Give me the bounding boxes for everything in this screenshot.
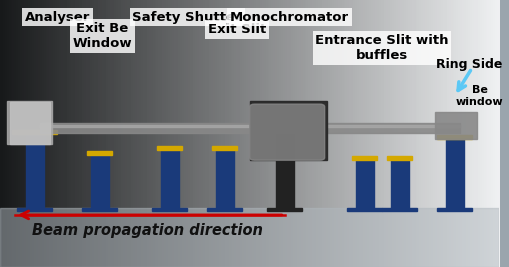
Bar (250, 101, 327, 160)
Bar (91, 155, 109, 208)
Bar (152, 208, 187, 211)
Bar (356, 160, 374, 208)
Bar (8, 101, 52, 144)
Text: Exit Slit: Exit Slit (208, 23, 266, 36)
Bar (161, 150, 179, 208)
Bar (347, 208, 382, 211)
Bar (13, 130, 58, 134)
Text: Safety Shutter: Safety Shutter (132, 11, 242, 24)
Bar (212, 146, 237, 150)
Bar (40, 125, 460, 127)
Text: Beam propagation direction: Beam propagation direction (32, 223, 263, 238)
Bar (40, 123, 460, 133)
Bar (445, 139, 464, 208)
Text: Be
window: Be window (456, 85, 503, 107)
Bar (88, 151, 112, 155)
FancyBboxPatch shape (250, 104, 325, 160)
Bar (352, 156, 377, 160)
Text: Exit Be
Window: Exit Be Window (73, 22, 132, 50)
Bar (10, 102, 50, 144)
Bar (276, 128, 294, 208)
Bar (437, 208, 472, 211)
Polygon shape (0, 208, 499, 267)
Bar (435, 112, 477, 139)
Bar (437, 135, 472, 139)
Text: Entrance Slit with
buffles: Entrance Slit with buffles (316, 34, 449, 62)
Bar (82, 208, 118, 211)
Bar (216, 150, 234, 208)
Bar (157, 146, 182, 150)
Bar (26, 134, 44, 208)
Text: Monochromator: Monochromator (230, 11, 349, 24)
Text: Ring Side: Ring Side (436, 58, 503, 70)
Bar (387, 156, 412, 160)
Bar (267, 208, 302, 211)
Bar (253, 124, 316, 128)
Bar (390, 160, 409, 208)
Bar (207, 208, 242, 211)
Bar (17, 208, 52, 211)
Bar (382, 208, 417, 211)
Text: Analyser: Analyser (25, 11, 90, 24)
